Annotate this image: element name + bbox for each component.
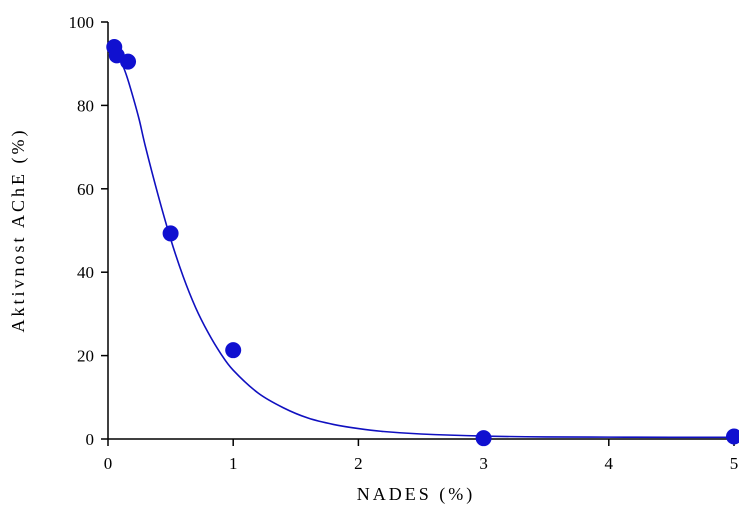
y-ticks: 0 20 40 60 80 100 xyxy=(69,13,108,449)
y-axis-title: Aktivnost AChE (%) xyxy=(8,128,29,333)
x-axis-title: NADES (%) xyxy=(357,484,476,505)
y-tick-label: 100 xyxy=(69,13,95,32)
x-tick-label: 5 xyxy=(730,454,739,473)
data-point xyxy=(162,225,179,242)
y-tick-label: 60 xyxy=(77,180,94,199)
data-point xyxy=(120,53,137,70)
fit-curve xyxy=(114,46,735,439)
data-point xyxy=(475,430,492,447)
data-point xyxy=(225,342,242,359)
x-tick-label: 2 xyxy=(354,454,363,473)
x-tick-label: 0 xyxy=(104,454,113,473)
x-tick-label: 4 xyxy=(605,454,614,473)
y-tick-label: 0 xyxy=(86,430,95,449)
y-tick-label: 80 xyxy=(77,96,94,115)
x-tick-label: 3 xyxy=(479,454,488,473)
data-points xyxy=(106,39,739,447)
axes xyxy=(107,22,734,440)
data-point xyxy=(726,428,739,445)
y-tick-label: 20 xyxy=(77,347,94,366)
x-ticks: 0 1 2 3 4 5 xyxy=(104,439,739,473)
y-tick-label: 40 xyxy=(77,263,94,282)
x-tick-label: 1 xyxy=(229,454,238,473)
